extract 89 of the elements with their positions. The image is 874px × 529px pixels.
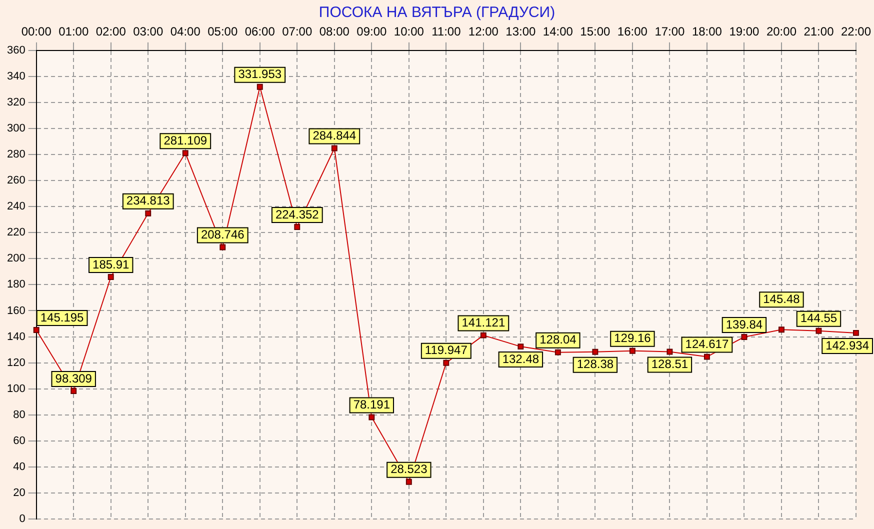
point — [480, 332, 486, 338]
data-label: 78.191 — [353, 398, 390, 412]
y-tick-label: 280 — [6, 148, 26, 161]
data-label: 331.953 — [238, 67, 282, 82]
y-tick-label: 340 — [6, 70, 26, 82]
x-tick-label: 13:00 — [506, 24, 536, 39]
y-tick-label: 180 — [6, 278, 26, 291]
y-tick-label: 300 — [6, 122, 26, 135]
data-label: 128.51 — [651, 357, 688, 372]
point — [554, 349, 561, 356]
x-tick-label: 00:00 — [21, 24, 52, 39]
point — [816, 328, 822, 334]
point — [182, 150, 188, 156]
data-label: 284.844 — [312, 128, 356, 143]
data-label: 144.55 — [800, 311, 838, 326]
x-tick-label: 08:00 — [319, 24, 350, 39]
y-tick-label: 140 — [6, 330, 26, 343]
x-tick-label: 17:00 — [654, 24, 686, 39]
data-label: 142.934 — [826, 338, 870, 352]
x-tick-label: 11:00 — [432, 24, 462, 39]
x-tick-label: 02:00 — [96, 24, 126, 39]
x-tick-label: 14:00 — [542, 24, 574, 39]
point — [853, 330, 859, 336]
x-tick-label: 09:00 — [356, 24, 387, 39]
y-tick-label: 200 — [6, 252, 26, 265]
x-tick-label: 03:00 — [133, 24, 164, 39]
data-label: 281.109 — [164, 133, 208, 148]
y-tick-label: 40 — [13, 460, 26, 473]
point — [406, 478, 412, 485]
data-label: 145.48 — [763, 292, 800, 306]
data-label: 119.947 — [424, 343, 468, 358]
point — [33, 327, 40, 333]
y-tick-label: 360 — [6, 44, 26, 56]
data-label: 185.91 — [92, 257, 130, 272]
point — [592, 348, 598, 355]
y-tick-label: 220 — [6, 226, 26, 239]
point — [294, 224, 300, 230]
x-tick-label: 05:00 — [208, 24, 238, 39]
x-tick-label: 04:00 — [170, 24, 201, 39]
y-tick-label: 80 — [13, 408, 26, 421]
point — [145, 210, 152, 216]
x-tick-label: 16:00 — [617, 24, 648, 39]
x-tick-label: 20:00 — [766, 24, 797, 39]
y-tick-label: 120 — [6, 356, 26, 369]
x-tick-label: 22:00 — [840, 24, 872, 39]
x-tick-label: 12:00 — [468, 24, 499, 39]
y-tick-label: 20 — [13, 487, 26, 499]
x-tick-label: 21:00 — [804, 24, 834, 39]
x-tick-label: 15:00 — [580, 24, 611, 39]
x-tick-label: 01:00 — [58, 24, 89, 39]
point — [443, 360, 450, 366]
point — [518, 344, 524, 350]
y-tick-label: 100 — [6, 382, 26, 395]
data-label: 128.38 — [576, 357, 614, 372]
y-tick-label: 260 — [6, 174, 26, 187]
x-tick-label: 07:00 — [282, 24, 312, 39]
x-tick-label: 10:00 — [394, 24, 424, 39]
data-label: 145.195 — [40, 310, 84, 324]
data-label: 139.84 — [726, 317, 763, 332]
y-tick-label: 160 — [6, 304, 26, 317]
data-label: 129.16 — [614, 331, 652, 346]
x-tick-label: 18:00 — [692, 24, 722, 39]
data-label: 128.04 — [540, 332, 577, 347]
data-label: 141.121 — [462, 316, 506, 330]
point — [778, 326, 784, 333]
point — [666, 348, 673, 355]
point — [70, 388, 77, 394]
y-tick-label: 320 — [6, 96, 26, 108]
data-label: 124.617 — [685, 337, 729, 352]
y-tick-label: 240 — [6, 200, 26, 213]
point — [331, 145, 338, 152]
data-label: 28.523 — [390, 462, 428, 476]
data-label: 234.813 — [126, 194, 170, 208]
chart-title: ПОСОКА НА ВЯТЪРА (ГРАДУСИ) — [318, 4, 556, 21]
data-label: 208.746 — [200, 228, 245, 242]
y-tick-label: 0 — [19, 513, 26, 526]
y-tick-label: 60 — [13, 434, 26, 447]
data-label: 98.309 — [55, 371, 92, 386]
x-tick-label: 06:00 — [244, 24, 276, 39]
point — [741, 334, 748, 340]
point — [256, 84, 263, 90]
point — [368, 414, 375, 420]
point — [108, 274, 114, 280]
x-tick-label: 19:00 — [729, 24, 760, 39]
data-label: 132.48 — [502, 352, 540, 366]
point — [629, 348, 636, 354]
data-label: 224.352 — [275, 207, 320, 222]
point — [704, 354, 710, 360]
point — [220, 244, 226, 250]
